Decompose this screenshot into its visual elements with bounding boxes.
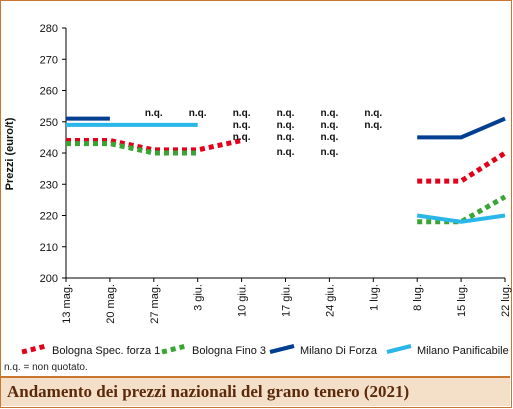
series-line-3 bbox=[417, 116, 506, 140]
x-tick-label: 3 giu. bbox=[193, 284, 205, 311]
chart-title: Andamento dei prezzi nazionali del grano… bbox=[7, 382, 410, 401]
nq-annotation: n.q. bbox=[145, 108, 163, 119]
nq-annotation: n.q. bbox=[321, 120, 339, 131]
x-tick-label: 15 lug. bbox=[456, 284, 468, 317]
x-tick-label: 13 mag. bbox=[61, 284, 73, 324]
title-bar: Andamento dei prezzi nazionali del grano… bbox=[1, 376, 510, 406]
nq-annotation: n.q. bbox=[364, 108, 382, 119]
nq-annotation: n.q. bbox=[321, 132, 339, 143]
nq-annotation: n.q. bbox=[321, 147, 339, 158]
nq-annotation: n.q. bbox=[277, 108, 295, 119]
legend: Bologna Spec. forza 1 Bologna Fino 3 Milan… bbox=[21, 343, 509, 357]
y-tick-label: 240 bbox=[40, 148, 58, 160]
x-tick-label: 10 giu. bbox=[237, 284, 249, 317]
series-line-1 bbox=[417, 150, 507, 184]
legend-label-3: Milano Di Forza bbox=[300, 345, 378, 357]
y-tick-label: 250 bbox=[40, 117, 58, 129]
legend-label-1: Bologna Spec. forza 1 bbox=[52, 345, 160, 357]
y-tick-label: 230 bbox=[40, 179, 58, 191]
x-tick-label: 22 lug. bbox=[500, 284, 512, 317]
series-line-1 bbox=[66, 138, 243, 153]
x-tick-label: 24 giu. bbox=[324, 284, 336, 317]
footnote: n.q. = non quotato. bbox=[4, 362, 88, 373]
nq-annotation: n.q. bbox=[233, 132, 251, 143]
legend-swatch-3 bbox=[269, 344, 295, 354]
nq-annotation: n.q. bbox=[321, 108, 339, 119]
series-line-2 bbox=[66, 141, 198, 156]
nq-annotation: n.q. bbox=[277, 132, 295, 143]
legend-swatch-1 bbox=[21, 343, 47, 355]
legend-label-4: Milano Panificabile bbox=[417, 345, 509, 357]
legend-swatch-2 bbox=[161, 343, 187, 355]
y-tick-label: 270 bbox=[40, 54, 58, 66]
nq-annotation: n.q. bbox=[277, 120, 295, 131]
plot-area: 200 210 220 230 240 250 260 270 280 13 mag. 20 mag… bbox=[40, 23, 512, 324]
x-tick-label: 8 lug. bbox=[412, 284, 424, 311]
nq-annotation: n.q. bbox=[364, 120, 382, 131]
legend-swatch-4 bbox=[386, 344, 412, 354]
series-line-4 bbox=[416, 213, 506, 224]
x-tick-label: 27 mag. bbox=[149, 284, 161, 324]
x-tick-label: 1 lug. bbox=[368, 284, 380, 311]
x-tick-label: 20 mag. bbox=[105, 284, 117, 324]
y-tick-label: 210 bbox=[40, 242, 58, 254]
nq-annotation: n.q. bbox=[233, 120, 251, 131]
y-tick-label: 280 bbox=[40, 23, 58, 35]
y-tick-label: 200 bbox=[40, 273, 58, 285]
nq-annotation: n.q. bbox=[277, 147, 295, 158]
x-tick-label: 17 giu. bbox=[281, 284, 293, 317]
nq-annotation: n.q. bbox=[189, 108, 207, 119]
y-tick-label: 260 bbox=[40, 86, 58, 98]
y-axis-label: Prezzi (euro/t) bbox=[4, 117, 16, 190]
y-tick-label: 220 bbox=[40, 211, 58, 223]
legend-label-2: Bologna Fino 3 bbox=[192, 345, 266, 357]
nq-annotation: n.q. bbox=[233, 108, 251, 119]
